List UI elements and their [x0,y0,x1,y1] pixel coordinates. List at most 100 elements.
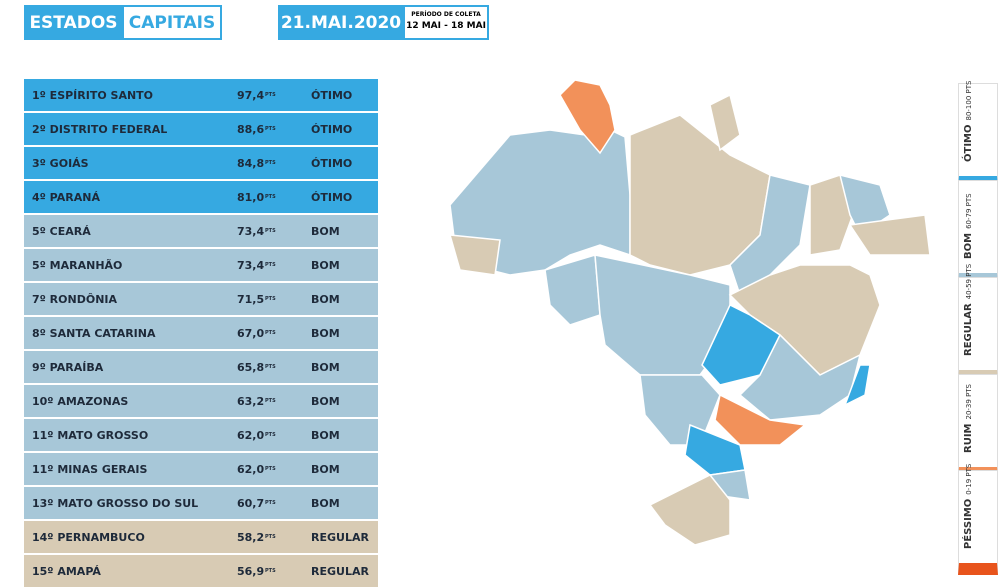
table-row: 2º DISTRITO FEDERAL 88,6 PTS ÓTIMO [24,113,378,145]
rating: BOM [311,429,340,442]
legend-item: ÓTIMO 80-100 PTS [958,81,998,188]
rating: ÓTIMO [311,157,353,170]
score: 97,4 [237,89,265,102]
legend-text: RUIM 20-39 PTS [963,384,974,453]
score: 71,5 [237,293,265,306]
unit: PTS [265,432,276,438]
legend-text: ÓTIMO 80-100 PTS [963,81,974,162]
legend-item: PÉSSIMO 0-19 PTS [958,464,998,575]
state-nordeste [848,214,931,256]
legend-range: 40-59 PTS [965,263,973,300]
rating: ÓTIMO [311,191,353,204]
table-row: 11º MINAS GERAIS 62,0 PTS BOM [24,453,378,485]
legend-text: BOM 60-79 PTS [963,193,974,259]
score: 84,8 [237,157,265,170]
unit: PTS [265,92,276,98]
tab-capitais[interactable]: CAPITAIS [122,5,222,40]
table-row: 8º SANTA CATARINA 67,0 PTS BOM [24,317,378,349]
score: 62,0 [237,429,265,442]
unit: PTS [265,228,276,234]
state-name: 14º PERNAMBUCO [32,531,145,544]
score: 73,4 [237,225,265,238]
legend-range: 60-79 PTS [965,193,973,229]
table-row: 5º CEARÁ 73,4 PTS BOM [24,215,378,247]
rating: BOM [311,259,340,272]
state-name: 5º MARANHÃO [32,259,123,272]
rating: REGULAR [311,531,369,544]
rating: BOM [311,361,340,374]
unit: PTS [265,160,276,166]
rating: BOM [311,463,340,476]
table-row: 7º RONDÔNIA 71,5 PTS BOM [24,283,378,315]
legend-range: 80-100 PTS [965,80,973,121]
score: 81,0 [237,191,265,204]
state-name: 11º MATO GROSSO [32,429,149,442]
score: 73,4 [237,259,265,272]
state-name: 5º CEARÁ [32,225,91,238]
unit: PTS [265,398,276,404]
score: 60,7 [237,497,265,510]
rating: ÓTIMO [311,89,353,102]
unit: PTS [265,364,276,370]
state-name: 3º GOIÁS [32,157,89,170]
unit: PTS [265,296,276,302]
state-name: 2º DISTRITO FEDERAL [32,123,168,136]
table-row: 13º MATO GROSSO DO SUL 60,7 PTS BOM [24,487,378,519]
legend-item: REGULAR 40-59 PTS [958,264,998,382]
state-name: 8º SANTA CATARINA [32,327,156,340]
state-name: 4º PARANÁ [32,191,100,204]
score: 67,0 [237,327,265,340]
table-row: 10º AMAZONAS 63,2 PTS BOM [24,385,378,417]
legend-label: PÉSSIMO [963,498,974,549]
state-name: 1º ESPÍRITO SANTO [32,89,154,102]
legend-label: ÓTIMO [963,124,974,163]
state-amapa [709,93,741,152]
legend-range: 0-19 PTS [965,463,973,495]
legend-text: PÉSSIMO 0-19 PTS [963,464,974,549]
map [448,79,931,546]
table-row: 3º GOIÁS 84,8 PTS ÓTIMO [24,147,378,179]
score: 88,6 [237,123,265,136]
score: 65,8 [237,361,265,374]
legend-range: 20-39 PTS [965,383,973,420]
score: 62,0 [237,463,265,476]
rating: REGULAR [311,565,369,578]
tab-estados[interactable]: ESTADOS [24,5,123,40]
table-row: 9º PARAÍBA 65,8 PTS BOM [24,351,378,383]
period: PERÍODO DE COLETA 12 MAI - 18 MAI [403,5,489,40]
state-roraima [559,79,616,155]
state-name: 15º AMAPÁ [32,565,101,578]
score: 63,2 [237,395,265,408]
state-name: 10º AMAZONAS [32,395,129,408]
rating: BOM [311,225,340,238]
rating: BOM [311,497,340,510]
state-rondonia [544,254,601,326]
unit: PTS [265,194,276,200]
table-row: 1º ESPÍRITO SANTO 97,4 PTS ÓTIMO [24,79,378,111]
unit: PTS [265,466,276,472]
legend-text: REGULAR 40-59 PTS [963,264,974,356]
table-row: 5º MARANHÃO 73,4 PTS BOM [24,249,378,281]
legend-label: REGULAR [963,303,974,356]
score: 56,9 [237,565,265,578]
state-name: 13º MATO GROSSO DO SUL [32,497,199,510]
table-row: 11º MATO GROSSO 62,0 PTS BOM [24,419,378,451]
table-row: 4º PARANÁ 81,0 PTS ÓTIMO [24,181,378,213]
legend-label: BOM [963,232,974,259]
unit: PTS [265,500,276,506]
score: 58,2 [237,531,265,544]
rating: BOM [311,293,340,306]
period-range: 12 MAI - 18 MAI [406,21,486,31]
legend-label: RUIM [963,423,974,454]
state-name: 9º PARAÍBA [32,361,104,374]
state-minas-gerais [738,333,862,421]
rating: ÓTIMO [311,123,353,136]
state-sao-paulo [714,393,807,446]
unit: PTS [265,262,276,268]
state-name: 11º MINAS GERAIS [32,463,148,476]
unit: PTS [265,568,276,574]
unit: PTS [265,534,276,540]
period-title: PERÍODO DE COLETA [411,11,481,18]
state-name: 7º RONDÔNIA [32,293,118,306]
